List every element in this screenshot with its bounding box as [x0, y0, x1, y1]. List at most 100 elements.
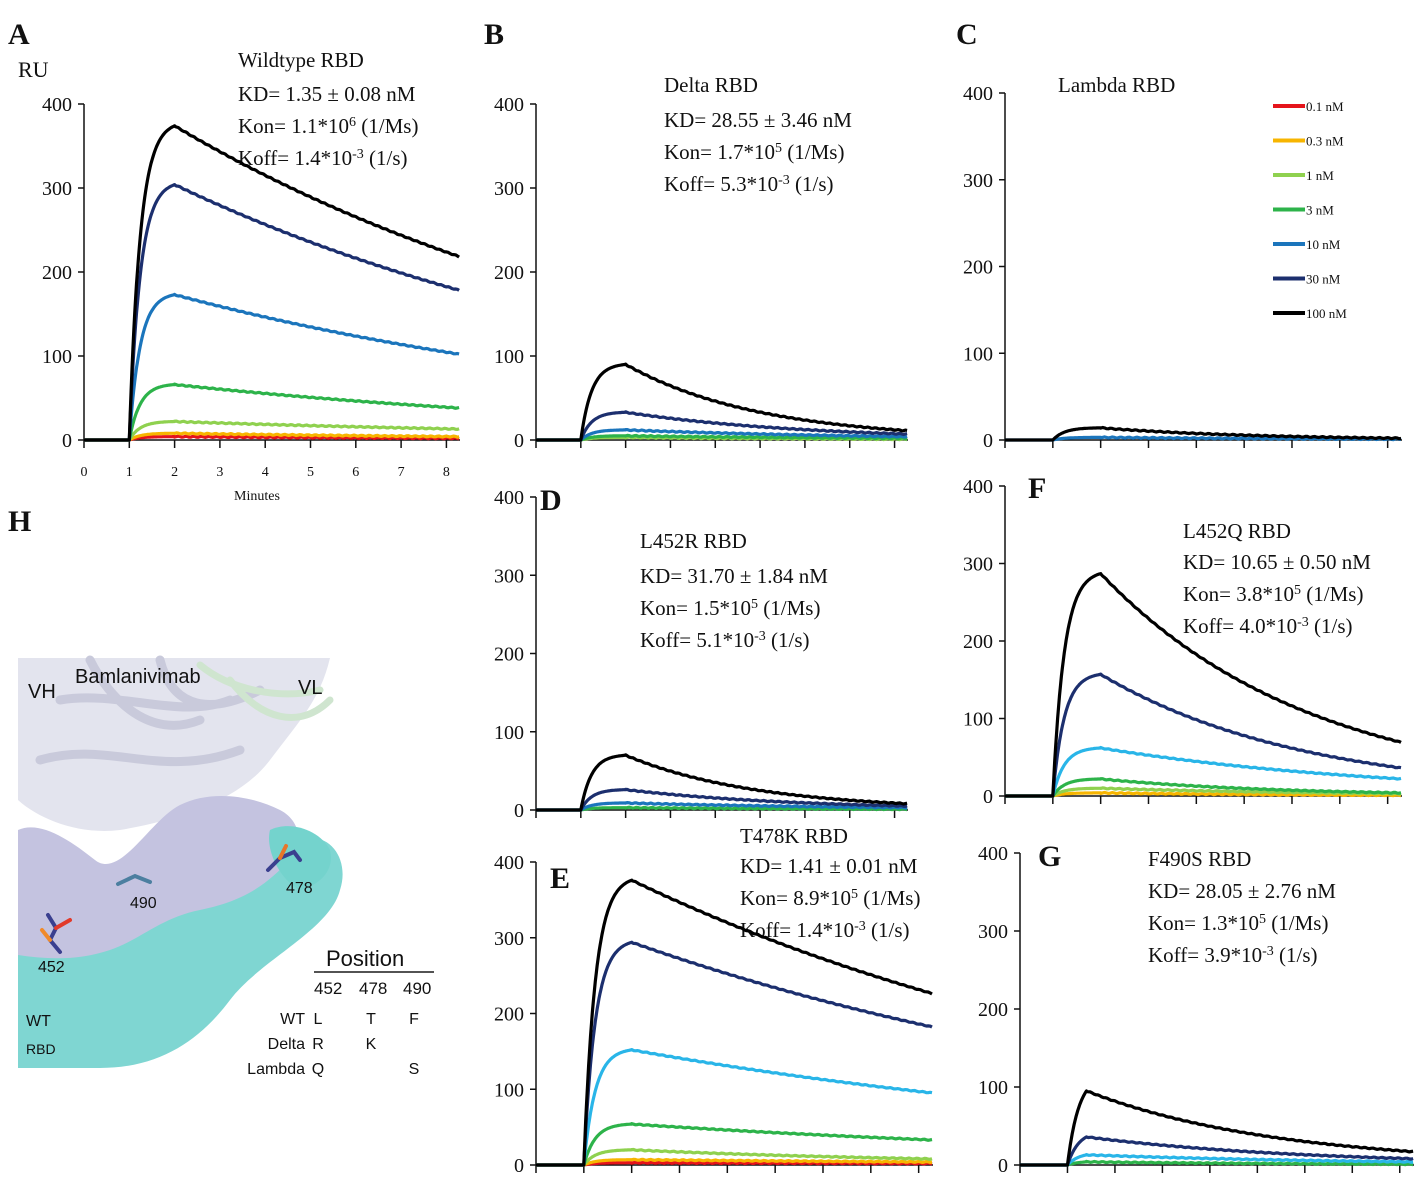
chart-title: L452Q RBD [1183, 519, 1291, 543]
y-tick-label: 300 [963, 554, 993, 576]
residue-label-478: 478 [286, 880, 313, 897]
kinetics-annotation: Kon= 8.9*105 (1/Ms) [740, 886, 920, 910]
legend: 0.1 nM 0.3 nM 1 nM 3 nM 10 nM 30 nM 100 nM [1273, 99, 1347, 321]
kinetics-annotation: KD= 31.70 ± 1.84 nM [640, 564, 828, 588]
panel-letter-a: A [8, 18, 30, 51]
wt-rbd-label-line1: WT [26, 1013, 51, 1030]
kinetics-annotation: Kon= 1.7*105 (1/Ms) [664, 140, 844, 164]
x-tick-label: 3 [216, 465, 223, 480]
series-line-100-nM [1020, 1091, 1413, 1165]
y-tick-label: 400 [963, 83, 993, 105]
y-tick-label: 300 [494, 565, 524, 587]
series-line-10-nM [1005, 748, 1401, 797]
chart-panel-f: F 0 100 200 300 400 L452Q RBD KD= 10.65 ± 0.50 … [963, 472, 1402, 808]
x-tick-label: 1 [126, 465, 133, 480]
table-position-478: 478 [359, 979, 387, 998]
x-tick-label: 4 [262, 465, 269, 480]
legend-label: 0.3 nM [1306, 134, 1344, 149]
chart-title: Lambda RBD [1058, 73, 1175, 97]
y-tick-label: 200 [963, 631, 993, 653]
exponent: 5 [851, 887, 858, 902]
y-tick-label: 300 [494, 928, 524, 950]
table-residue: T [366, 1011, 376, 1028]
y-tick-label: 200 [963, 257, 993, 279]
y-tick-label: 0 [998, 1155, 1008, 1177]
x-tick-label: 2 [171, 465, 178, 480]
structure-image: Bamlanivimab VH VL 490 478 452 WT RBD [18, 658, 443, 1068]
legend-label: 30 nM [1306, 272, 1341, 287]
chart-title: Delta RBD [664, 73, 758, 97]
exponent: 5 [751, 597, 758, 612]
kinetics-annotation: Koff= 5.1*10-3 (1/s) [640, 628, 810, 652]
y-tick-label: 300 [978, 921, 1008, 943]
legend-label: 100 nM [1306, 306, 1347, 321]
exponent: 5 [1294, 583, 1301, 598]
panel-letter-d: D [540, 484, 562, 517]
exponent: 5 [1259, 912, 1266, 927]
kinetics-annotation: Koff= 3.9*10-3 (1/s) [1148, 943, 1318, 967]
series-line-100-nM [536, 364, 907, 440]
kinetics-annotation: Koff= 4.0*10-3 (1/s) [1183, 614, 1353, 638]
panel-h: H Bamlan [8, 505, 443, 1078]
table-residue: Q [312, 1061, 324, 1078]
series-line-100-nM [536, 755, 907, 810]
y-tick-label: 0 [514, 430, 524, 452]
kinetics-annotation: Kon= 3.8*105 (1/Ms) [1183, 582, 1363, 606]
figure-canvas: H Bamlan [0, 0, 1428, 1185]
table-residue: K [366, 1036, 377, 1053]
y-tick-label: 200 [42, 262, 72, 284]
y-tick-label: 400 [978, 843, 1008, 865]
y-tick-label: 400 [963, 476, 993, 498]
kinetics-annotation: Koff= 5.3*10-3 (1/s) [664, 172, 834, 196]
table-title: Position [326, 946, 404, 971]
panel-letter-b: B [484, 18, 504, 51]
exponent: 5 [775, 141, 782, 156]
kinetics-annotation: KD= 28.55 ± 3.46 nM [664, 108, 852, 132]
y-tick-label: 0 [514, 800, 524, 822]
legend-label: 1 nM [1306, 168, 1334, 183]
y-tick-label: 0 [514, 1155, 524, 1177]
antibody-label: Bamlanivimab [75, 666, 201, 688]
series-line-10-nM [536, 1050, 932, 1165]
kinetics-annotation: Kon= 1.5*105 (1/Ms) [640, 596, 820, 620]
chart-panel-c: C 0 100 200 300 400 Lambda RBD 0.1 nM 0.3 nM 1 nM… [956, 18, 1402, 452]
legend-label: 3 nM [1306, 203, 1334, 218]
residue-label-452: 452 [38, 959, 65, 976]
vh-label: VH [28, 681, 56, 703]
panel-letter-e: E [550, 862, 570, 895]
y-tick-label: 200 [978, 999, 1008, 1021]
table-residue: S [409, 1061, 420, 1078]
exponent: -3 [854, 919, 866, 934]
chart-panel-b: B 0 100 200 300 400 Delta RBD KD= 28.55 ± 3.46 … [484, 18, 908, 452]
chart-title: L452R RBD [640, 529, 747, 553]
x-tick-label: 5 [307, 465, 314, 480]
y-tick-label: 300 [963, 170, 993, 192]
x-tick-label: 0 [81, 465, 88, 480]
y-tick-label: 100 [963, 709, 993, 731]
series-line-30-nM [1005, 674, 1401, 796]
exponent: -3 [1297, 615, 1309, 630]
y-tick-label: 400 [494, 852, 524, 874]
table-position-490: 490 [403, 979, 431, 998]
chart-title: F490S RBD [1148, 847, 1251, 871]
table-residue: F [409, 1011, 419, 1028]
exponent: -3 [754, 629, 766, 644]
chart-title: Wildtype RBD [238, 48, 364, 72]
exponent: -3 [352, 147, 364, 162]
x-axis-label: Minutes [234, 489, 280, 504]
table-position-452: 452 [314, 979, 342, 998]
y-tick-label: 300 [42, 178, 72, 200]
table-variant-name: Lambda [247, 1061, 305, 1078]
kinetics-annotation: KD= 1.41 ± 0.01 nM [740, 854, 918, 878]
y-tick-label: 200 [494, 1004, 524, 1026]
x-tick-label: 8 [443, 465, 450, 480]
y-tick-label: 100 [494, 722, 524, 744]
x-tick-label: 7 [398, 465, 405, 480]
y-tick-label: 100 [963, 343, 993, 365]
panel-letter-c: C [956, 18, 978, 51]
y-tick-label: 100 [494, 346, 524, 368]
kinetics-annotation: KD= 28.05 ± 2.76 nM [1148, 879, 1336, 903]
legend-label: 0.1 nM [1306, 99, 1344, 114]
exponent: 6 [349, 115, 356, 130]
chart-panel-e: E 0 100 200 300 400 T478K RBD KD= 1.41 ± 0.01 n… [494, 824, 933, 1177]
